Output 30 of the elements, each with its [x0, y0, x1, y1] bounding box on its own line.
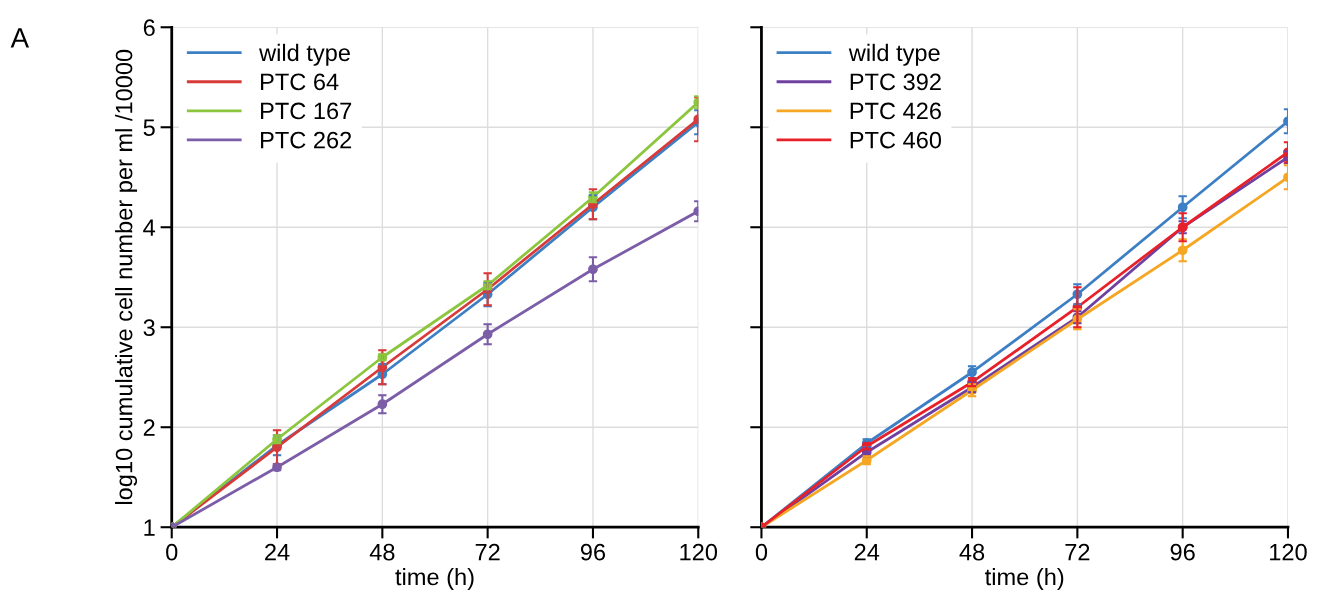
x-tick-label: 96: [580, 543, 606, 561]
x-tick-label: 24: [854, 543, 880, 561]
x-tick-label: 48: [959, 543, 985, 561]
legend-label: wild type: [259, 43, 350, 66]
legend-label: PTC 64: [261, 73, 339, 91]
x-tick-label: 72: [1065, 543, 1090, 561]
legend-label: PTC 392: [850, 73, 941, 91]
x-axis-title: time (h): [985, 567, 1064, 590]
legend-label: wild type: [848, 43, 940, 66]
x-tick-label: 48: [369, 543, 395, 561]
legend-label: PTC 262: [261, 131, 352, 149]
legend-label: PTC 426: [850, 102, 941, 120]
x-tick-label: 72: [475, 543, 500, 561]
x-axis-title: time (h): [395, 567, 474, 590]
y-tick-label: 2: [143, 419, 155, 436]
legend-label: PTC 167: [261, 102, 352, 120]
x-tick-label: 0: [166, 543, 178, 561]
x-tick-label: 96: [1170, 543, 1195, 561]
y-tick-label: 5: [143, 119, 155, 137]
x-tick-label: 120: [680, 543, 718, 561]
legend-label: PTC 460: [850, 131, 942, 149]
y-tick-label: 3: [143, 319, 155, 337]
x-tick-label: 120: [1270, 543, 1307, 561]
y-tick-label: 1: [144, 519, 155, 536]
text: A: [10, 28, 30, 48]
y-tick-label: 4: [143, 219, 156, 236]
x-tick-label: 24: [265, 543, 290, 561]
y-tick-label: 6: [143, 19, 155, 37]
y-axis-title: log10 cumulative cell number per ml /10000: [115, 49, 138, 504]
x-tick-label: 0: [755, 543, 768, 561]
